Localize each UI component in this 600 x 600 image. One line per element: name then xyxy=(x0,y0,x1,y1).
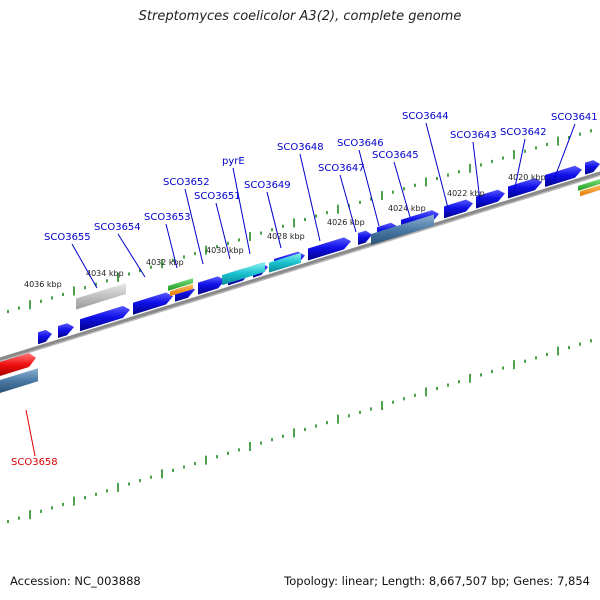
gene-leader-line xyxy=(393,161,411,218)
feature-layer[interactable] xyxy=(0,160,600,393)
gene-label[interactable]: SCO3641 xyxy=(551,112,598,123)
gene-leader-line xyxy=(232,167,251,255)
gene-label[interactable]: SCO3649 xyxy=(244,180,291,191)
kbp-tick-label: 4026 kbp xyxy=(327,218,365,227)
cds-feature[interactable] xyxy=(545,165,582,188)
cds-feature[interactable] xyxy=(508,178,542,199)
gene-feature[interactable] xyxy=(371,214,434,245)
gene-leader-line xyxy=(472,141,481,202)
gene-label[interactable]: SCO3645 xyxy=(372,150,419,161)
gene-leader-line xyxy=(339,174,357,233)
gene-label[interactable]: SCO3651 xyxy=(194,191,241,202)
kbp-tick-label: 4028 kbp xyxy=(267,232,305,241)
cds-feature[interactable] xyxy=(198,276,225,295)
kbp-tick-label: 4020 kbp xyxy=(508,173,546,182)
gene-label[interactable]: SCO3643 xyxy=(450,130,497,141)
cds-feature[interactable] xyxy=(133,292,173,315)
rna-feature[interactable] xyxy=(578,179,600,191)
kbp-tick-label: 4034 kbp xyxy=(86,269,124,278)
gene-label[interactable]: SCO3644 xyxy=(402,111,449,122)
gene-feature[interactable] xyxy=(0,368,38,393)
gene-leader-line xyxy=(184,188,204,265)
kbp-tick-label: 4024 kbp xyxy=(388,204,426,213)
cds-feature[interactable] xyxy=(358,230,372,246)
cds-feature[interactable] xyxy=(0,353,36,376)
gene-label[interactable]: SCO3642 xyxy=(500,127,547,138)
cds-feature[interactable] xyxy=(58,323,74,339)
gene-leader-line xyxy=(299,153,321,242)
cds-feature[interactable] xyxy=(585,160,600,175)
gene-label[interactable]: SCO3647 xyxy=(318,163,365,174)
gene-leader-line xyxy=(552,123,576,183)
gene-leader-line xyxy=(25,409,36,457)
kbp-tick-label: 4036 kbp xyxy=(24,280,62,289)
gene-leader-line xyxy=(266,191,282,249)
rna-feature[interactable] xyxy=(170,284,193,297)
cds-feature[interactable] xyxy=(308,237,351,261)
genome-summary-text: Topology: linear; Length: 8,667,507 bp; … xyxy=(284,574,590,588)
rna-feature[interactable] xyxy=(580,185,600,197)
gene-feature[interactable] xyxy=(222,261,265,286)
gene-label[interactable]: pyrE xyxy=(222,156,245,167)
gene-leader-line xyxy=(117,233,146,278)
gene-feature[interactable] xyxy=(76,282,126,310)
gene-label[interactable]: SCO3653 xyxy=(144,212,191,223)
gene-label[interactable]: SCO3655 xyxy=(44,232,91,243)
kbp-tick-label: 4030 kbp xyxy=(206,246,244,255)
gene-leader-line xyxy=(165,223,178,269)
cds-feature[interactable] xyxy=(476,189,505,209)
gene-label[interactable]: SCO3654 xyxy=(94,222,141,233)
accession-text: Accession: NC_003888 xyxy=(10,574,141,588)
axis-layer xyxy=(0,171,600,363)
gene-leader-line xyxy=(513,138,526,193)
kbp-tick-label: 4022 kbp xyxy=(447,189,485,198)
gene-leader-line xyxy=(71,243,98,289)
cds-feature[interactable] xyxy=(80,305,130,332)
gene-leader-line xyxy=(358,149,380,227)
tick-layer xyxy=(7,129,592,524)
gene-leader-line xyxy=(425,122,449,209)
label-layer: 4036 kbp 4034 kbp 4032 kbp 4030 kbp 4028 kbp… xyxy=(11,111,598,468)
gene-label[interactable]: SCO3648 xyxy=(277,142,324,153)
gene-label[interactable]: SCO3646 xyxy=(337,138,384,149)
rna-feature[interactable] xyxy=(168,278,193,291)
gene-label[interactable]: SCO3652 xyxy=(163,177,210,188)
gene-leader-line xyxy=(215,202,231,260)
gene-feature[interactable] xyxy=(269,252,301,273)
kbp-tick-label: 4032 kbp xyxy=(146,258,184,267)
backbone-line xyxy=(0,171,600,361)
cds-feature[interactable] xyxy=(444,199,473,219)
cds-feature[interactable] xyxy=(38,329,52,345)
map-title: Streptomyces coelicolor A3(2), complete … xyxy=(138,9,462,24)
gene-label[interactable]: SCO3658 xyxy=(11,457,58,468)
